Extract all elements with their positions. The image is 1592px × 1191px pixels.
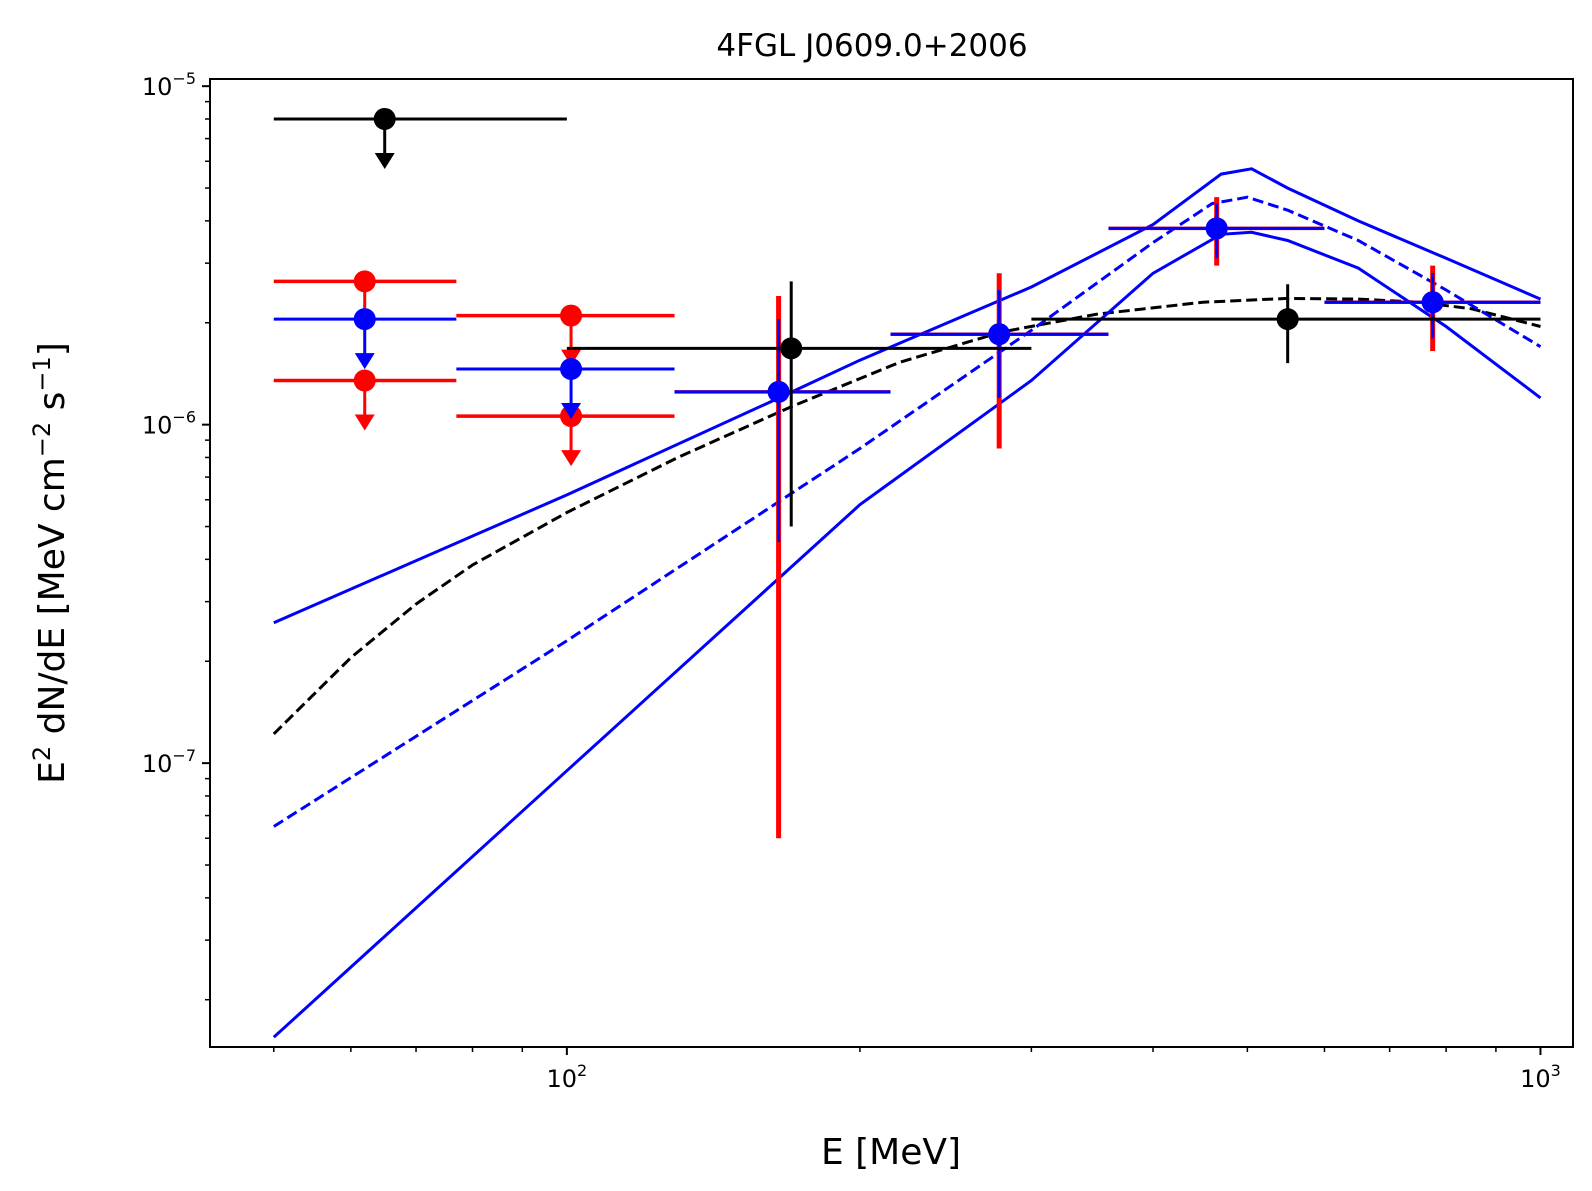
y-tick-label: 10−7 xyxy=(142,746,196,778)
x-tick-label: 102 xyxy=(546,1061,587,1093)
red-data-point xyxy=(353,270,376,293)
blue-data-point xyxy=(1421,291,1444,314)
blue-data-point xyxy=(988,323,1011,346)
x-axis-label: E [MeV] xyxy=(821,1132,961,1173)
y-label-main: dN/dE [MeV cm xyxy=(32,457,73,746)
y-axis-label: E2 dN/dE [MeV cm−2 s−1] xyxy=(28,342,73,784)
y-label-suffix: ] xyxy=(32,342,73,356)
black-data-point xyxy=(373,107,396,130)
black-upper-limit-arrow-head xyxy=(374,152,395,169)
blue-model-dashed-line xyxy=(272,195,1542,828)
blue-upper-limit-arrow-head xyxy=(354,353,375,370)
red-data-point xyxy=(353,369,376,392)
y-label-sup1: −2 xyxy=(28,422,56,457)
red-data-point xyxy=(560,304,583,327)
black-data-point xyxy=(780,337,803,360)
chart-title: 4FGL J0609.0+2006 xyxy=(716,28,1027,64)
blue-upper-limit-arrow-head xyxy=(561,403,582,420)
black-model-dashed-line xyxy=(272,296,1541,735)
red-upper-limit-arrow-head xyxy=(561,450,582,467)
blue-data-point xyxy=(560,358,583,381)
y-label-mid: s xyxy=(32,392,73,422)
y-tick-label: 10−6 xyxy=(142,408,196,440)
y-label-prefix-sup: 2 xyxy=(28,746,56,761)
blue-data-point xyxy=(767,380,790,403)
plot-area xyxy=(272,107,1542,1039)
blue-data-point xyxy=(1205,217,1228,240)
x-tick-label: 103 xyxy=(1520,1061,1561,1093)
axes-frame xyxy=(209,78,1574,1048)
black-data-point xyxy=(1276,308,1299,331)
blue-data-point xyxy=(353,308,376,331)
red-upper-limit-arrow-head xyxy=(354,414,375,431)
blue-band-upper-line xyxy=(273,167,1542,625)
y-tick-label: 10−5 xyxy=(142,69,196,101)
red-upper-limit-arrow-head xyxy=(561,349,582,366)
axis-ticks: 102 103 10−7 10−6 10−5 xyxy=(142,69,1561,1093)
blue-band-lower-line xyxy=(272,230,1542,1039)
y-label-sup2: −1 xyxy=(28,356,56,391)
y-label-prefix: E xyxy=(32,761,73,784)
